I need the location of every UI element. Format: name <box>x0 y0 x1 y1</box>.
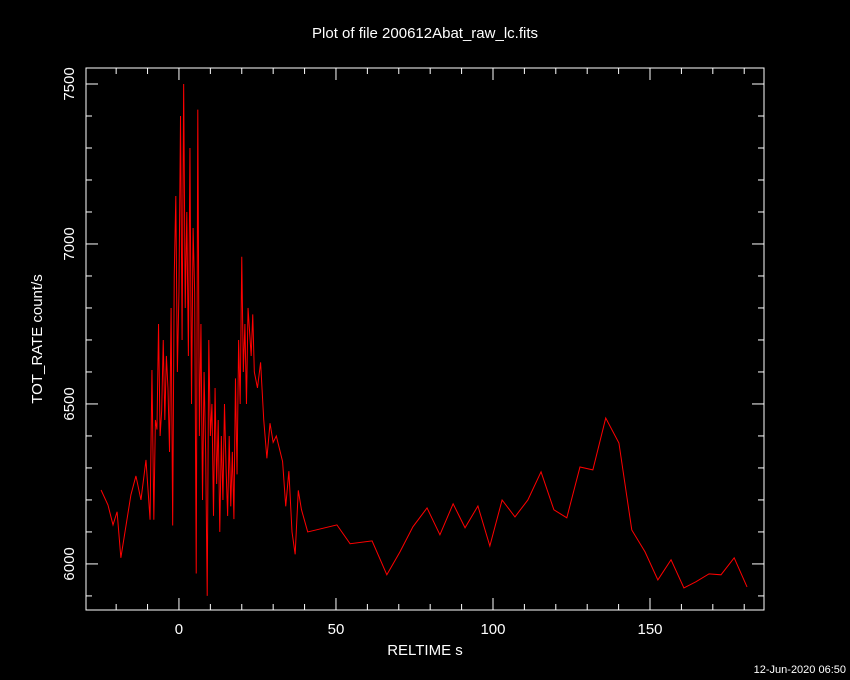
y-tick-label: 6000 <box>61 547 78 580</box>
timestamp: 12-Jun-2020 06:50 <box>754 664 846 676</box>
data-line <box>100 83 748 596</box>
y-axis-label: TOT_RATE count/s <box>29 274 46 404</box>
x-tick-label: 150 <box>637 621 662 638</box>
y-tick-label: 6500 <box>61 387 78 420</box>
x-tick-label: 0 <box>175 621 183 638</box>
chart-title: Plot of file 200612Abat_raw_lc.fits <box>312 25 538 42</box>
x-axis-label: RELTIME s <box>387 642 463 659</box>
x-tick-label: 100 <box>480 621 505 638</box>
x-tick-label: 50 <box>328 621 345 638</box>
y-tick-label: 7500 <box>61 67 78 100</box>
plot-frame <box>85 67 765 611</box>
y-tick-label: 7000 <box>61 227 78 260</box>
